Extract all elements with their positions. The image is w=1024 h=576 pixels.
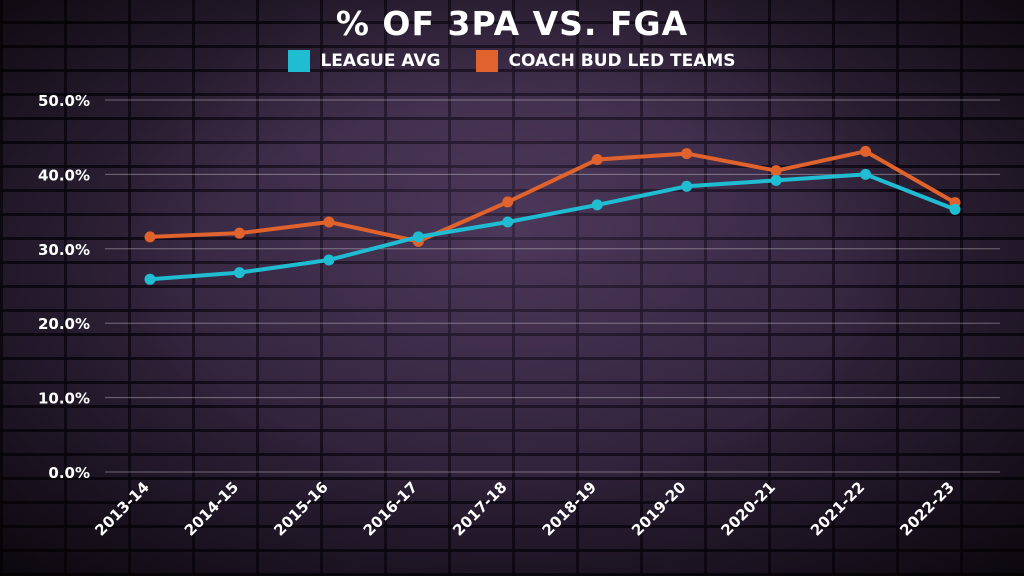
y-tick-label: 50.0%: [38, 92, 90, 110]
x-tick-label: 2020-21: [718, 478, 779, 539]
legend-swatch-coach-bud: [476, 50, 499, 72]
data-point: [412, 231, 424, 243]
data-point: [860, 168, 872, 180]
data-point: [770, 174, 782, 186]
legend-item-coach-bud: COACH BUD LED TEAMS: [476, 50, 736, 72]
legend-item-league-avg: LEAGUE AVG: [288, 50, 440, 72]
data-point: [323, 216, 335, 228]
data-point: [323, 254, 335, 266]
data-point: [681, 148, 693, 160]
series-line: [148, 172, 957, 282]
x-tick-label: 2022-23: [896, 478, 957, 539]
y-tick-label: 0.0%: [48, 464, 90, 482]
data-point: [860, 145, 872, 157]
data-point: [502, 196, 514, 208]
data-point: [233, 267, 245, 279]
legend-swatch-league-avg: [288, 50, 311, 72]
x-tick-label: 2017-18: [449, 478, 510, 539]
x-tick-label: 2016-17: [360, 478, 421, 539]
legend-label-coach-bud: COACH BUD LED TEAMS: [508, 51, 736, 71]
x-tick-label: 2018-19: [539, 478, 600, 539]
data-point: [591, 199, 603, 211]
data-point: [591, 154, 603, 166]
x-tick-label: 2021-22: [807, 478, 868, 539]
series-line: [148, 149, 957, 244]
chart-title: % OF 3PA VS. FGA: [335, 4, 689, 43]
data-point: [681, 180, 693, 192]
legend-label-league-avg: LEAGUE AVG: [320, 51, 441, 71]
y-tick-label: 30.0%: [38, 241, 90, 259]
legend: LEAGUE AVG COACH BUD LED TEAMS: [0, 50, 1024, 72]
x-tick-label: 2015-16: [270, 478, 331, 539]
data-point: [233, 227, 245, 239]
x-tick-label: 2014-15: [181, 478, 242, 539]
data-point: [502, 216, 514, 228]
y-tick-label: 40.0%: [38, 166, 90, 184]
data-point: [144, 273, 156, 285]
data-point: [144, 231, 156, 243]
y-tick-label: 10.0%: [38, 390, 90, 408]
x-tick-label: 2013-14: [91, 478, 152, 539]
data-point: [770, 165, 782, 177]
x-tick-label: 2019-20: [628, 478, 689, 539]
y-tick-label: 20.0%: [38, 315, 90, 333]
data-point: [949, 203, 961, 215]
